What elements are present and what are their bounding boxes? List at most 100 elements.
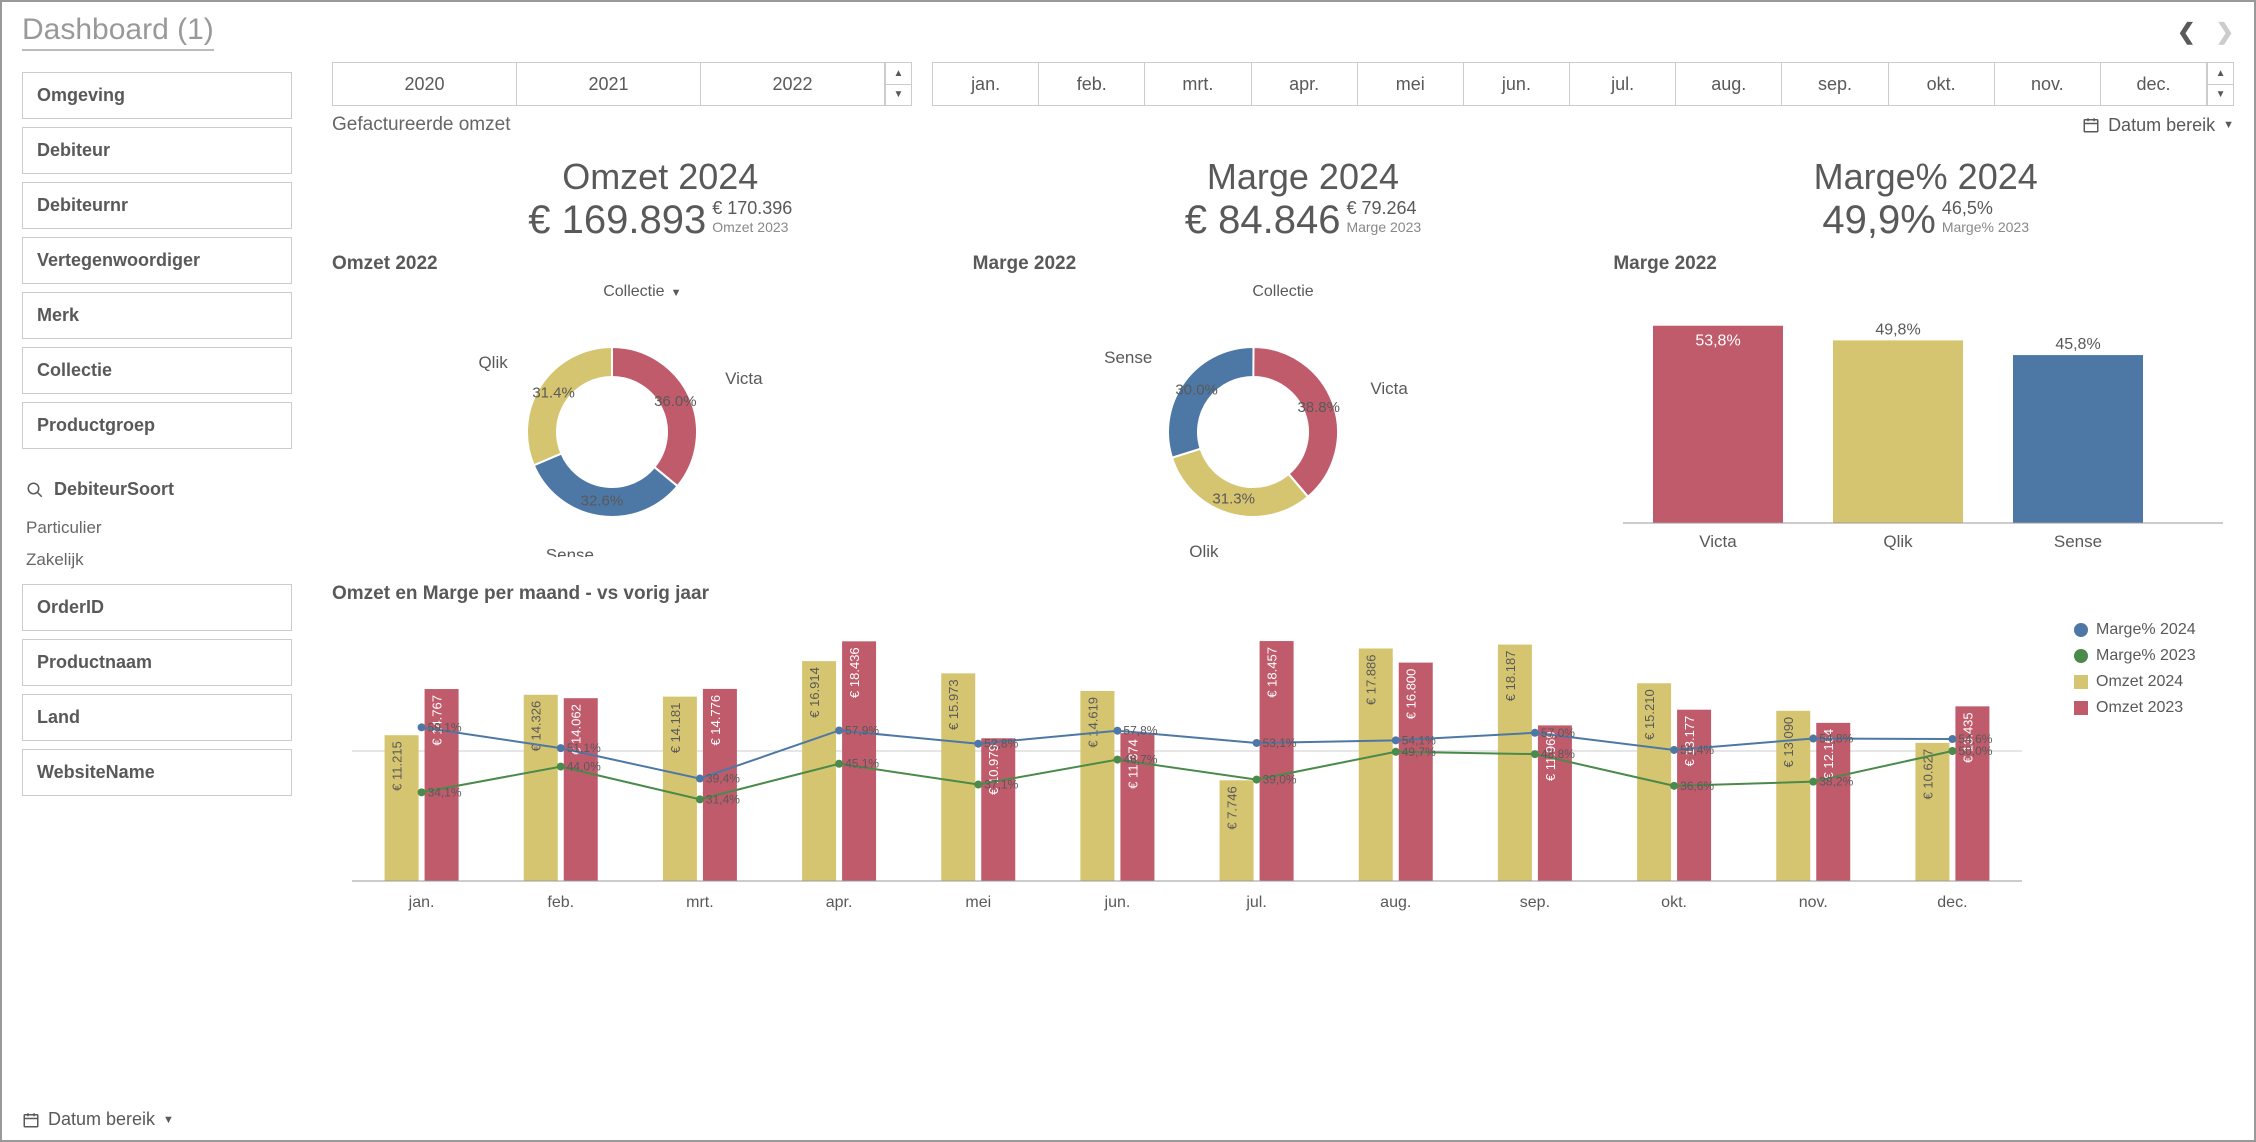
subfilter-zakelijk[interactable]: Zakelijk [22, 544, 292, 576]
svg-text:€ 16.914: € 16.914 [807, 667, 822, 718]
filter-omgeving[interactable]: Omgeving [22, 72, 292, 119]
svg-text:€ 11.215: € 11.215 [390, 741, 405, 791]
svg-text:59,1%: 59,1% [428, 720, 462, 734]
search-label: DebiteurSoort [54, 479, 174, 500]
filter-websitename[interactable]: WebsiteName [22, 749, 292, 796]
month-tab-aug.[interactable]: aug. [1676, 63, 1782, 105]
marge-bar-chart[interactable]: 53,8%Victa49,8%Qlik45,8%Sense [1613, 283, 2233, 563]
year-tab-2022[interactable]: 2022 [701, 63, 885, 105]
donut1-subtitle[interactable]: Collectie▼ [332, 283, 953, 301]
legend-swatch [2074, 701, 2088, 715]
filter-vertegenwoordiger[interactable]: Vertegenwoordiger [22, 237, 292, 284]
year-tab-2020[interactable]: 2020 [333, 63, 517, 105]
svg-text:50,0%: 50,0% [1958, 744, 1992, 758]
svg-text:34,1%: 34,1% [428, 785, 462, 799]
month-tab-nov.[interactable]: nov. [1995, 63, 2101, 105]
svg-text:54,8%: 54,8% [1819, 732, 1853, 746]
svg-text:€ 14.181: € 14.181 [668, 703, 683, 754]
year-tab-step-up[interactable]: ▲ [886, 63, 911, 85]
filter-land[interactable]: Land [22, 694, 292, 741]
legend-item[interactable]: Omzet 2024 [2074, 673, 2224, 691]
year-tab-step-down[interactable]: ▼ [886, 85, 911, 106]
nav-forward-icon: ❯ [2216, 19, 2234, 45]
legend-label: Omzet 2023 [2096, 699, 2183, 717]
nav-back-icon[interactable]: ❮ [2177, 19, 2195, 45]
filter-debiteurnr[interactable]: Debiteurnr [22, 182, 292, 229]
svg-text:36,6%: 36,6% [1680, 779, 1714, 793]
filter-collectie[interactable]: Collectie [22, 347, 292, 394]
subfilter-particulier[interactable]: Particulier [22, 512, 292, 544]
chevron-down-icon: ▼ [163, 1114, 174, 1126]
svg-text:dec.: dec. [1937, 894, 1967, 911]
year-tab-2021[interactable]: 2021 [517, 63, 701, 105]
donut2-title: Marge 2022 [973, 253, 1594, 275]
filter-productgroep[interactable]: Productgroep [22, 402, 292, 449]
filter-debiteur[interactable]: Debiteur [22, 127, 292, 174]
month-tab-step-up[interactable]: ▲ [2208, 63, 2233, 85]
month-tab-dec.[interactable]: dec. [2101, 63, 2207, 105]
svg-text:Victa: Victa [725, 369, 763, 388]
month-tab-feb.[interactable]: feb. [1039, 63, 1145, 105]
kpi-value: € 84.846 [1185, 198, 1341, 243]
svg-text:48,8%: 48,8% [1541, 747, 1575, 761]
svg-text:Sense: Sense [1104, 348, 1152, 367]
legend-item[interactable]: Marge% 2023 [2074, 647, 2224, 665]
svg-text:€ 17.886: € 17.886 [1364, 654, 1379, 705]
svg-text:Victa: Victa [1370, 379, 1408, 398]
month-tab-mei[interactable]: mei [1358, 63, 1464, 105]
kpi-prev-label: Marge 2023 [1346, 219, 1421, 235]
kpi-prev-label: Marge% 2023 [1942, 219, 2029, 235]
svg-text:Sense: Sense [2054, 532, 2102, 551]
kpi-prev-value: € 79.264 [1346, 198, 1421, 219]
svg-text:€ 15.210: € 15.210 [1642, 689, 1657, 740]
legend-swatch [2074, 623, 2088, 637]
month-tab-sep.[interactable]: sep. [1782, 63, 1888, 105]
month-tab-jun.[interactable]: jun. [1464, 63, 1570, 105]
kpi-prev-value: € 170.396 [712, 198, 792, 219]
svg-text:€ 13.177: € 13.177 [1682, 716, 1697, 767]
svg-text:jan.: jan. [408, 894, 435, 911]
legend-item[interactable]: Omzet 2023 [2074, 699, 2224, 717]
kpi-prev-value: 46,5% [1942, 198, 2029, 219]
svg-text:36.0%: 36.0% [654, 393, 697, 410]
filter-orderid[interactable]: OrderID [22, 584, 292, 631]
chevron-down-icon: ▼ [2223, 119, 2234, 131]
svg-text:€ 18.457: € 18.457 [1265, 647, 1280, 698]
svg-text:aug.: aug. [1380, 894, 1411, 911]
search-debiteursoort[interactable]: DebiteurSoort [22, 465, 292, 504]
subtitle: Gefactureerde omzet [332, 114, 510, 136]
legend-label: Marge% 2023 [2096, 647, 2196, 665]
omzet-donut-chart[interactable]: 36.0%Victa32.6%Sense31.4%Qlik [332, 307, 892, 557]
legend-swatch [2074, 675, 2088, 689]
month-tab-jul.[interactable]: jul. [1570, 63, 1676, 105]
svg-text:53,1%: 53,1% [1263, 736, 1297, 750]
legend-label: Marge% 2024 [2096, 621, 2196, 639]
combo-chart[interactable]: € 11.215€ 14.767jan.€ 14.326€ 14.062feb.… [332, 611, 2064, 921]
barchart-title: Marge 2022 [1613, 253, 2234, 275]
svg-text:€ 14.619: € 14.619 [1085, 697, 1100, 748]
svg-text:Qlik: Qlik [1884, 532, 1914, 551]
month-tab-mrt.[interactable]: mrt. [1145, 63, 1251, 105]
svg-text:50,4%: 50,4% [1680, 743, 1714, 757]
month-tab-okt.[interactable]: okt. [1889, 63, 1995, 105]
svg-text:Victa: Victa [1700, 532, 1738, 551]
filter-productnaam[interactable]: Productnaam [22, 639, 292, 686]
svg-text:45,8%: 45,8% [2056, 336, 2101, 353]
svg-text:32.6%: 32.6% [581, 492, 624, 509]
month-tab-jan.[interactable]: jan. [933, 63, 1039, 105]
svg-text:30.0%: 30.0% [1175, 382, 1218, 399]
calendar-icon [2082, 116, 2100, 134]
month-tab-step-down[interactable]: ▼ [2208, 85, 2233, 106]
kpi-prev-label: Omzet 2023 [712, 219, 792, 235]
chevron-down-icon: ▼ [671, 287, 682, 299]
svg-text:53,8%: 53,8% [1696, 333, 1741, 350]
footer-date-range[interactable]: Datum bereik ▼ [22, 1109, 174, 1130]
legend-item[interactable]: Marge% 2024 [2074, 621, 2224, 639]
sidebar: Omgeving Debiteur Debiteurnr Vertegenwoordi… [2, 62, 312, 921]
marge-donut-chart[interactable]: 38.8%Victa31.3%Qlik30.0%Sense [973, 307, 1533, 557]
month-tab-apr.[interactable]: apr. [1252, 63, 1358, 105]
svg-text:€ 7.746: € 7.746 [1225, 786, 1240, 829]
date-range-selector[interactable]: Datum bereik ▼ [2082, 115, 2234, 136]
svg-text:€ 15.973: € 15.973 [946, 679, 961, 730]
filter-merk[interactable]: Merk [22, 292, 292, 339]
